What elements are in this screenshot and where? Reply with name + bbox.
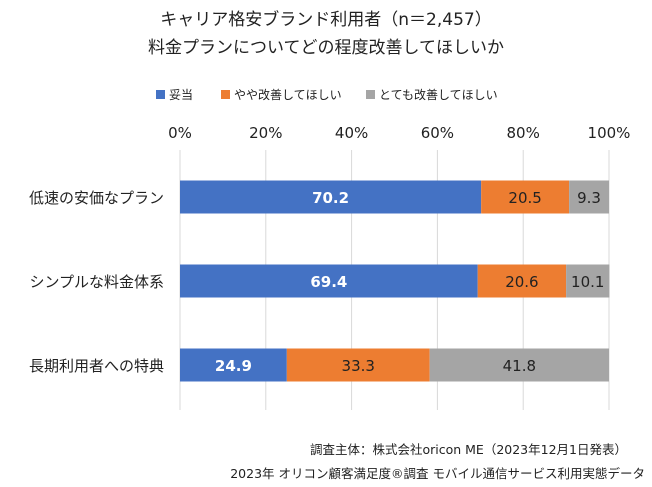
bar-value-label: 9.3: [577, 189, 601, 207]
bar-value-label: 20.6: [505, 273, 538, 291]
legend-swatch-0: [156, 90, 165, 99]
legend-swatch-1: [221, 90, 230, 99]
legend-label-0: 妥当: [169, 88, 193, 102]
bar-value-label: 33.3: [342, 357, 375, 375]
bars: 70.2 20.5 9.3 69.4 20.6 10.1 24.9 33.3 41.8: [180, 180, 610, 382]
x-tick-label: 20%: [249, 124, 282, 142]
bar-segment: [180, 348, 287, 382]
x-axis-tick-labels: 0% 20% 40% 60% 80% 100%: [168, 124, 630, 142]
bar-value-label: 24.9: [215, 357, 252, 375]
bar-segment: [566, 264, 610, 298]
x-tick-label: 80%: [507, 124, 540, 142]
bar-segment: [286, 348, 430, 382]
chart-subtitle: 料金プランについてどの程度改善してほしいか: [148, 38, 504, 58]
bar-segment: [429, 348, 609, 382]
chart-title: キャリア格安ブランド利用者（n＝2,457）: [160, 9, 491, 30]
bar-value-label: 20.5: [508, 189, 541, 207]
survey-note: 2023年 オリコン顧客満足度®調査 モバイル通信サービス利用実態データ: [230, 466, 645, 481]
legend-swatch-2: [366, 90, 375, 99]
category-label: 長期利用者への特典: [29, 357, 164, 375]
bar-value-label: 70.2: [312, 189, 349, 207]
x-tick-label: 0%: [168, 124, 192, 142]
legend: 妥当 やや改善してほしい とても改善してほしい: [156, 87, 498, 102]
bar-value-label: 41.8: [503, 357, 536, 375]
x-tick-label: 60%: [421, 124, 454, 142]
bar-value-label: 10.1: [571, 273, 604, 291]
bar-segment: [477, 264, 567, 298]
category-label: 低速の安価なプラン: [29, 189, 164, 207]
legend-label-2: とても改善してほしい: [379, 87, 498, 102]
x-tick-label: 100%: [588, 124, 631, 142]
bar-segment: [481, 180, 570, 214]
legend-label-1: やや改善してほしい: [234, 87, 342, 102]
x-tick-label: 40%: [335, 124, 368, 142]
bar-segment: [569, 180, 609, 214]
category-label: シンプルな料金体系: [29, 273, 164, 291]
bar-segment: [180, 264, 478, 298]
bar-value-label: 69.4: [310, 273, 347, 291]
bar-segment: [180, 180, 482, 214]
source-note: 調査主体：株式会社oricon ME（2023年12月1日発表）: [310, 442, 627, 457]
